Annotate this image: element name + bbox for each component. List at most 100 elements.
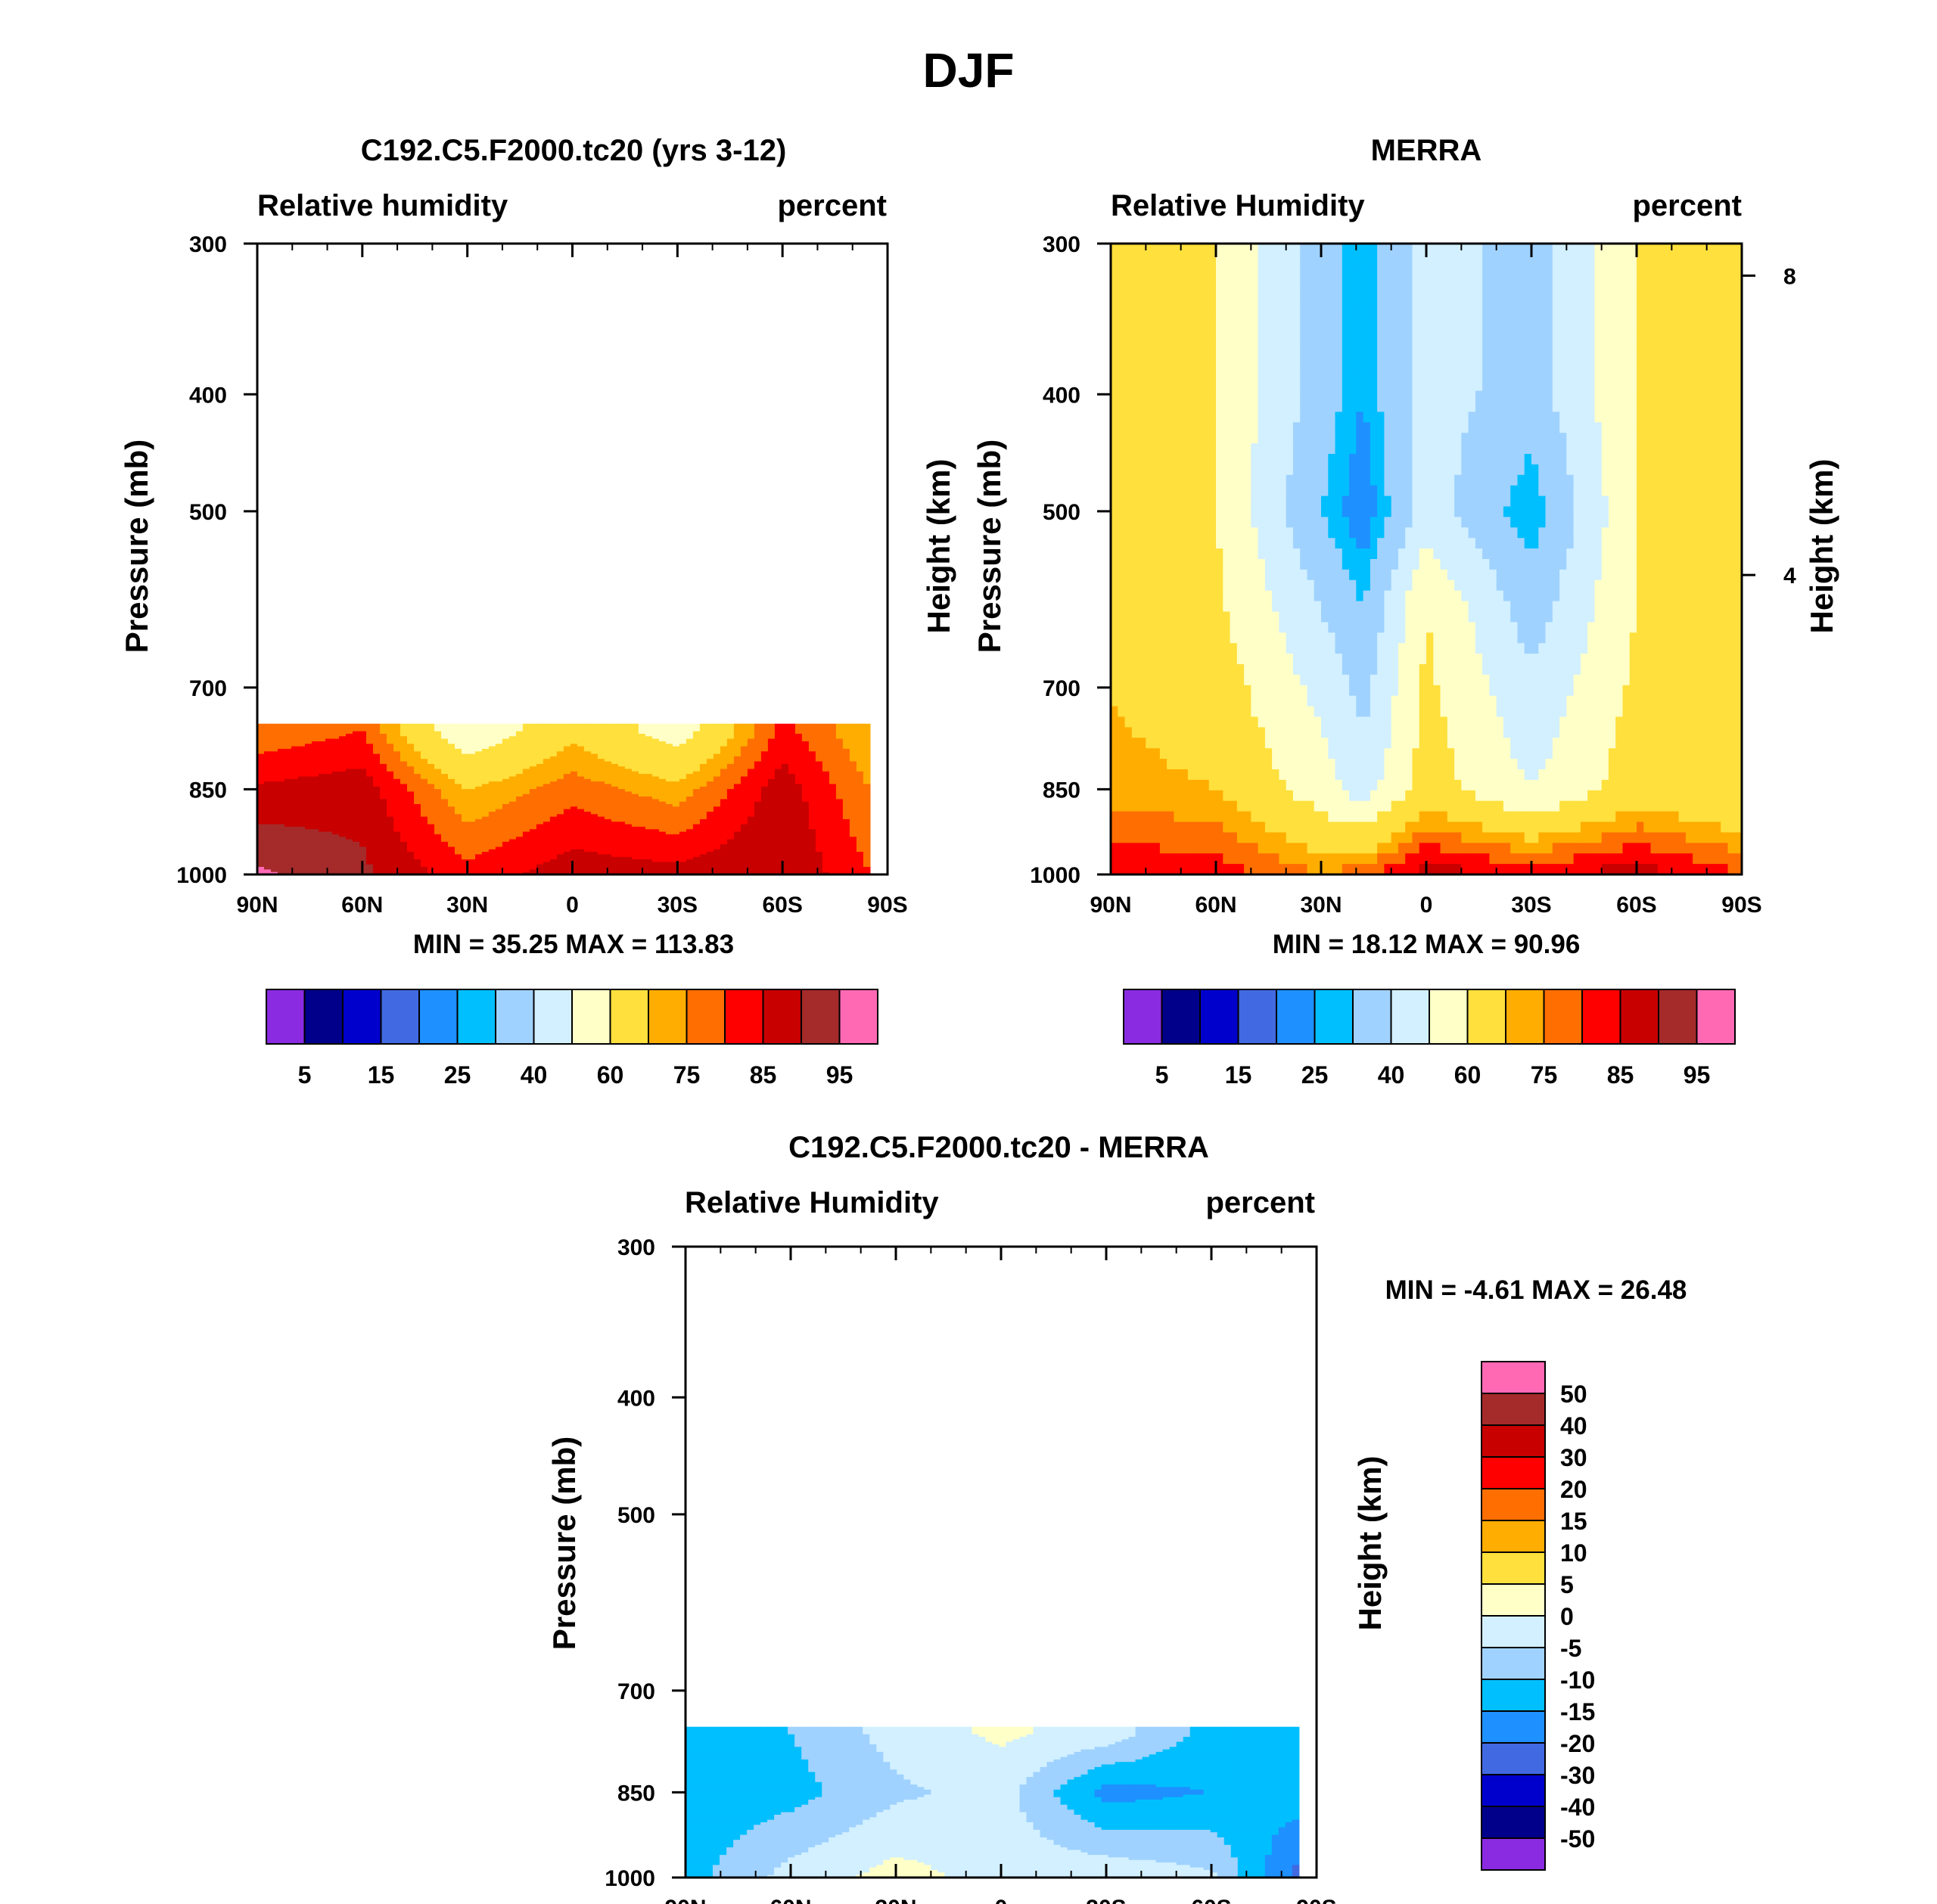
contour-cell (842, 763, 850, 767)
contour-cell (733, 771, 742, 775)
contour-cell (332, 741, 340, 744)
contour-cell (271, 748, 278, 752)
contour-cell (462, 781, 469, 784)
contour-cell (767, 744, 776, 747)
contour-cell (611, 759, 619, 763)
contour-cell (747, 723, 755, 727)
contour-cell (421, 844, 428, 847)
contour-cell (801, 789, 810, 792)
contour-cell (387, 844, 394, 847)
contour-cell (522, 854, 530, 858)
contour-cell (658, 763, 667, 767)
contour-cell (754, 756, 762, 759)
contour-cell (733, 854, 742, 858)
contour-cell (815, 759, 823, 763)
contour-cell (808, 818, 816, 822)
contour-cell (481, 751, 490, 755)
contour-cell (359, 736, 367, 740)
contour-cell (455, 766, 462, 770)
contour-cell (468, 789, 476, 792)
contour-cell (428, 756, 435, 759)
contour-cell (774, 763, 782, 767)
contour-cell (346, 726, 353, 729)
contour-cell (849, 744, 857, 747)
contour-cell (549, 731, 558, 735)
contour-cell (325, 789, 333, 792)
contour-cell (794, 736, 803, 740)
contour-cell (583, 748, 592, 752)
contour-cell (849, 809, 857, 812)
contour-cell (353, 746, 360, 750)
contour-cell (767, 766, 776, 770)
contour-cell (373, 726, 381, 729)
contour-cell (441, 789, 449, 792)
contour-cell (305, 763, 312, 767)
contour-cell (726, 784, 735, 787)
contour-cell (692, 809, 701, 812)
contour-cell (481, 726, 490, 729)
contour-cell (706, 794, 714, 797)
contour-cell (312, 736, 319, 740)
contour-cell (638, 763, 646, 767)
contour-cell (508, 759, 517, 763)
contour-cell (829, 818, 837, 822)
contour-cell (462, 778, 469, 782)
contour-cell (604, 736, 612, 740)
contour-cell (815, 726, 823, 729)
contour-cell (815, 744, 823, 747)
contour-cell (788, 748, 796, 752)
contour-cell (611, 831, 619, 835)
contour-cell (754, 854, 762, 858)
contour-cell (617, 728, 626, 732)
contour-cell (740, 778, 748, 782)
contour-cell (767, 751, 776, 755)
contour-cell (468, 784, 476, 787)
contour-cell (441, 791, 449, 795)
contour-cell (788, 734, 796, 737)
contour-cell (448, 797, 455, 800)
contour-cell (692, 789, 701, 792)
contour-cell (829, 781, 837, 784)
contour-cell (441, 784, 449, 787)
contour-cell (720, 794, 728, 797)
contour-cell (434, 789, 442, 792)
contour-cell (462, 748, 469, 752)
contour-cell (475, 831, 483, 835)
contour-cell (421, 753, 428, 757)
contour-cell (434, 854, 442, 858)
contour-cell (645, 741, 653, 744)
contour-cell (421, 738, 428, 742)
contour-cell (325, 818, 333, 822)
contour-cell (400, 751, 408, 755)
contour-cell (508, 756, 517, 759)
contour-cell (462, 761, 469, 765)
contour-cell (312, 744, 319, 747)
contour-cell (651, 723, 660, 727)
contour-cell (271, 771, 278, 775)
contour-cell (284, 778, 292, 782)
contour-cell (441, 786, 449, 790)
contour-cell (624, 723, 633, 727)
contour-cell (400, 786, 408, 790)
contour-cell (428, 794, 435, 797)
contour-cell (284, 769, 292, 772)
contour-cell (842, 736, 850, 740)
contour-cell (543, 766, 551, 770)
contour-cell (400, 797, 408, 800)
contour-cell (631, 797, 639, 800)
contour-cell (475, 774, 483, 777)
contour-cell (583, 751, 592, 755)
contour-cell (455, 731, 462, 735)
contour-cell (325, 738, 333, 742)
contour-cell (305, 746, 312, 750)
contour-cell (590, 738, 599, 742)
contour-cell (631, 776, 639, 780)
contour-cell (747, 763, 755, 767)
contour-cell (455, 728, 462, 732)
contour-cell (706, 774, 714, 777)
contour-cell (842, 738, 850, 742)
contour-cell (583, 791, 592, 795)
contour-cell (271, 741, 278, 744)
contour-cell (448, 738, 455, 742)
contour-cell (428, 791, 435, 795)
